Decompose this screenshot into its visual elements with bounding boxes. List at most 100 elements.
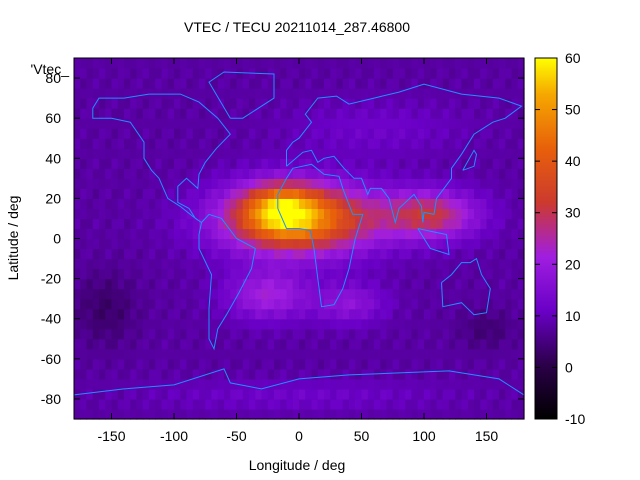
heatmap-cell (342, 358, 350, 370)
heatmap-cell (299, 328, 306, 340)
heatmap-cell (105, 88, 113, 99)
heatmap-cell (349, 278, 356, 290)
heatmap-cell (424, 308, 431, 320)
heatmap-cell (424, 378, 431, 390)
heatmap-cell (480, 328, 488, 340)
heatmap-cell (80, 58, 88, 69)
heatmap-cell (449, 138, 456, 149)
heatmap-cell (80, 408, 88, 420)
heatmap-cell (436, 278, 444, 290)
heatmap-cell (267, 238, 275, 250)
colorbar-tick-label: 20 (565, 256, 581, 272)
heatmap-cell (99, 398, 106, 410)
heatmap-cell (192, 228, 200, 240)
heatmap-cell (217, 278, 225, 290)
heatmap-cell (92, 138, 100, 149)
heatmap-cell (86, 78, 94, 89)
heatmap-cell (292, 278, 300, 290)
heatmap-cell (461, 98, 469, 109)
heatmap-cell (161, 168, 169, 179)
heatmap-cell (386, 308, 394, 320)
heatmap-cell (480, 358, 488, 370)
heatmap-cell (299, 158, 306, 169)
heatmap-cell (180, 388, 188, 400)
heatmap-cell (399, 88, 406, 99)
heatmap-cell (86, 188, 94, 199)
heatmap-cell (149, 238, 156, 250)
heatmap-cell (486, 348, 494, 360)
heatmap-cell (74, 358, 81, 370)
colorbar-tick-label: 10 (565, 308, 581, 324)
heatmap-cell (336, 188, 344, 199)
heatmap-cell (374, 158, 381, 169)
heatmap-cell (224, 338, 231, 350)
heatmap-cell (286, 148, 294, 159)
heatmap-cell (249, 378, 256, 390)
heatmap-cell (411, 328, 419, 340)
heatmap-cell (430, 398, 438, 410)
heatmap-cell (305, 178, 313, 189)
heatmap-cell (399, 138, 406, 149)
heatmap-cell (305, 288, 313, 300)
heatmap-cell (261, 388, 269, 400)
heatmap-cell (217, 148, 225, 159)
heatmap-cell (399, 278, 406, 290)
heatmap-cell (380, 228, 388, 240)
heatmap-cell (274, 68, 281, 79)
heatmap-cell (249, 368, 256, 380)
heatmap-cell (92, 108, 100, 119)
heatmap-cell (180, 238, 188, 250)
heatmap-cell (299, 398, 306, 410)
heatmap-cell (392, 368, 400, 380)
heatmap-cell (155, 68, 163, 79)
heatmap-cell (267, 248, 275, 260)
heatmap-cell (142, 128, 150, 139)
heatmap-cell (436, 238, 444, 250)
heatmap-cell (492, 138, 500, 149)
heatmap-cell (242, 338, 250, 350)
heatmap-cell (467, 378, 475, 390)
heatmap-cell (92, 158, 100, 169)
heatmap-cell (449, 68, 456, 79)
heatmap-cell (80, 118, 88, 129)
heatmap-cell (449, 358, 456, 370)
heatmap-cell (361, 158, 369, 169)
heatmap-cell (292, 98, 300, 109)
heatmap-cell (99, 188, 106, 199)
heatmap-cell (149, 378, 156, 390)
heatmap-cell (355, 268, 363, 280)
heatmap-cell (342, 228, 350, 240)
heatmap-cell (249, 348, 256, 360)
heatmap-cell (174, 408, 181, 420)
heatmap-cell (386, 368, 394, 380)
heatmap-cell (230, 278, 238, 290)
heatmap-cell (149, 138, 156, 149)
heatmap-cell (455, 238, 463, 250)
heatmap-cell (230, 78, 238, 89)
heatmap-cell (417, 158, 425, 169)
heatmap-cell (199, 358, 206, 370)
heatmap-cell (117, 298, 125, 310)
heatmap-cell (299, 268, 306, 280)
heatmap-cell (386, 268, 394, 280)
heatmap-cell (467, 208, 475, 220)
heatmap-cell (242, 318, 250, 330)
heatmap-cell (249, 408, 256, 420)
heatmap-cell (99, 88, 106, 99)
heatmap-cell (242, 168, 250, 179)
heatmap-cell (117, 228, 125, 240)
heatmap-cell (411, 228, 419, 240)
heatmap-cell (292, 158, 300, 169)
heatmap-cell (442, 178, 450, 189)
heatmap-cell (186, 108, 194, 119)
heatmap-cell (199, 88, 206, 99)
heatmap-cell (130, 58, 138, 69)
heatmap-cell (99, 198, 106, 210)
heatmap-cell (192, 338, 200, 350)
heatmap-cell (242, 138, 250, 149)
heatmap-cell (361, 228, 369, 240)
heatmap-cell (311, 348, 319, 360)
heatmap-cell (436, 138, 444, 149)
heatmap-cell (130, 158, 138, 169)
heatmap-cell (436, 208, 444, 220)
